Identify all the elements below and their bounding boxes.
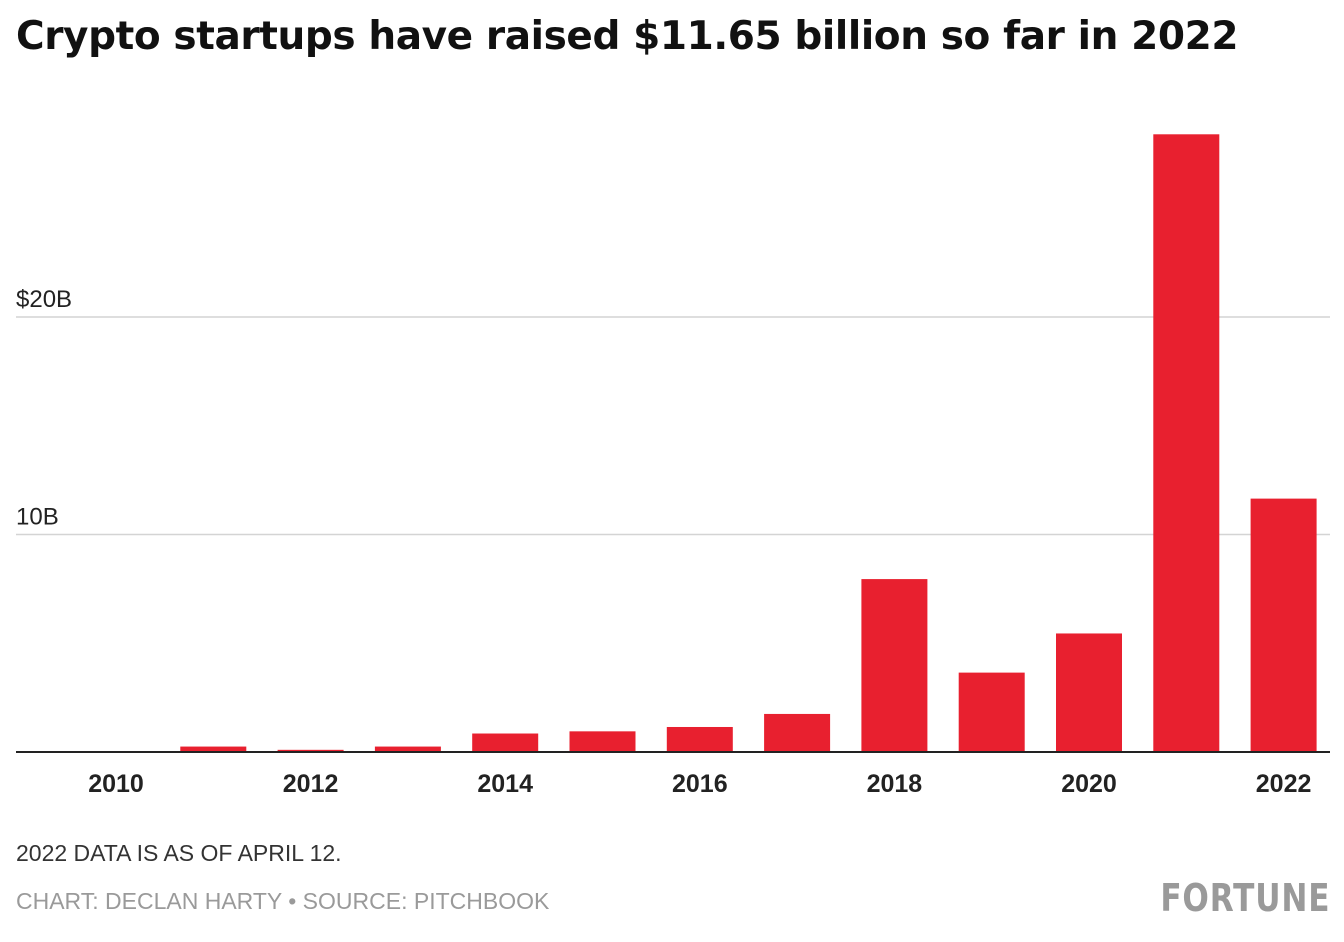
bar-2015 <box>569 731 636 752</box>
y-tick-label: 10B <box>16 504 59 531</box>
x-tick-label: 2014 <box>477 770 533 798</box>
gridlines <box>16 316 1330 536</box>
bar-2014 <box>472 733 539 752</box>
bar-chart: 10B $20B 2010 2012 2014 2016 2018 2020 2022 <box>16 134 1330 798</box>
x-tick-label: 2016 <box>672 770 728 798</box>
x-axis-tick-labels: 2010 2012 2014 2016 2018 2020 2022 <box>88 770 1311 798</box>
y-tick-label: $20B <box>16 286 72 313</box>
source-credit: CHART: DECLAN HARTY • SOURCE: PITCHBOOK <box>16 888 550 914</box>
bar-2022 <box>1250 498 1317 752</box>
x-tick-label: 2018 <box>867 770 923 798</box>
x-tick-label: 2010 <box>88 770 144 798</box>
chart-title: Crypto startups have raised $11.65 billi… <box>16 14 1239 59</box>
footnote: 2022 DATA IS AS OF APRIL 12. <box>16 840 342 866</box>
x-tick-label: 2022 <box>1256 770 1312 798</box>
bars <box>180 134 1317 753</box>
bar-2019 <box>958 672 1025 752</box>
bar-2018 <box>861 579 928 752</box>
bar-2020 <box>1056 633 1122 752</box>
y-axis-tick-labels: 10B $20B <box>16 286 72 531</box>
x-tick-label: 2012 <box>283 770 339 798</box>
bar-2021 <box>1153 134 1220 753</box>
bar-2016 <box>666 726 733 752</box>
x-tick-label: 2020 <box>1061 770 1117 798</box>
bar-2013 <box>374 746 441 752</box>
bar-2017 <box>764 713 831 752</box>
bar-2012 <box>277 749 344 752</box>
bar-2011 <box>180 746 247 752</box>
fortune-logo: FORTUNE <box>1159 876 1330 920</box>
